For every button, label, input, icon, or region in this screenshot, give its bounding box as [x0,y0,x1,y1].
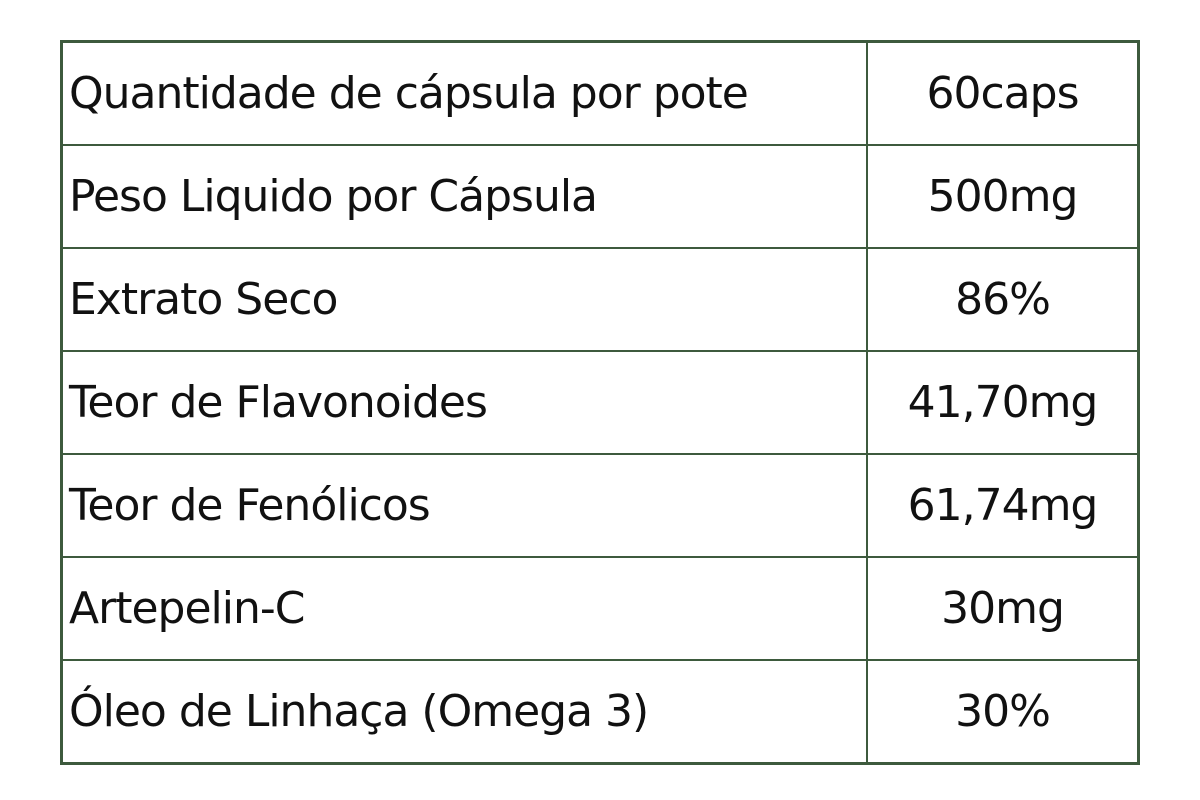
row-label: Óleo de Linhaça (Omega 3) [60,659,868,765]
row-label: Teor de Flavonoides [60,350,868,455]
table-row: Quantidade de cápsula por pote 60caps [60,40,1140,146]
row-value: 41,70mg [866,350,1140,455]
row-value: 61,74mg [866,453,1140,558]
table-row: Artepelin-C 30mg [60,556,1140,661]
row-label: Extrato Seco [60,247,868,352]
row-value: 30mg [866,556,1140,661]
table-row: Óleo de Linhaça (Omega 3) 30% [60,659,1140,765]
row-label: Teor de Fenólicos [60,453,868,558]
table-row: Peso Liquido por Cápsula 500mg [60,144,1140,249]
row-label: Peso Liquido por Cápsula [60,144,868,249]
row-value: 30% [866,659,1140,765]
table-row: Extrato Seco 86% [60,247,1140,352]
row-value: 60caps [866,40,1140,146]
row-label: Quantidade de cápsula por pote [60,40,868,146]
row-label: Artepelin-C [60,556,868,661]
table-row: Teor de Flavonoides 41,70mg [60,350,1140,455]
table-row: Teor de Fenólicos 61,74mg [60,453,1140,558]
specification-table: Quantidade de cápsula por pote 60caps Pe… [60,40,1140,765]
row-value: 500mg [866,144,1140,249]
row-value: 86% [866,247,1140,352]
